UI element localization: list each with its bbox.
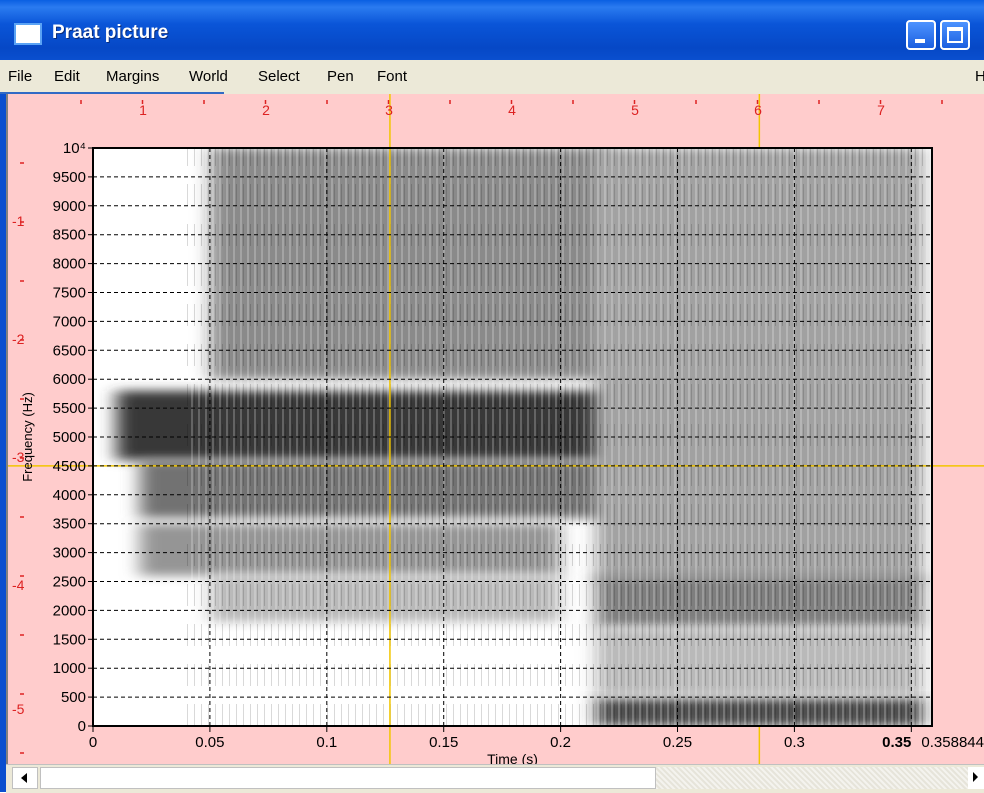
menu-font[interactable]: Font [377,68,408,85]
y-tick-label: 7000 [53,313,86,330]
y-tick-label: 1500 [53,631,86,648]
scroll-thumb[interactable] [40,767,656,789]
x-axis-title: Time (s) [487,751,538,764]
ruler-left-label: -4 [12,577,25,593]
y-tick-label: 5000 [53,429,86,446]
y-tick-label: 3500 [53,516,86,533]
window-title-bar[interactable]: Praat picture [0,0,984,60]
x-tick-label: 0.1 [316,734,337,751]
menu-world[interactable]: World [189,68,228,85]
menu-edit[interactable]: Edit [54,68,80,85]
y-tick-label: 1000 [53,660,86,677]
menu-file[interactable]: File [8,68,33,85]
maximize-button[interactable] [940,20,970,50]
menu-focus-underline [0,92,224,94]
x-tick-label: 0.25 [663,734,692,751]
y-tick-label: 5500 [53,400,86,417]
y-tick-label: 500 [61,689,86,706]
x-tick-label: 0.05 [195,734,224,751]
y-tick-label: 8000 [53,256,86,273]
ruler-left-label: -3 [12,449,25,465]
menu-select[interactable]: Select [258,68,300,85]
scroll-right-arrow-icon [973,772,978,782]
y-tick-label: 9500 [53,169,86,186]
picture-svg[interactable]: 0 0.05 0.1 0.15 0.2 0.25 0.3 0.35 0.358844 Time (… [8,94,984,767]
ruler-top-label: 5 [631,102,639,118]
window-left-frame [0,60,6,792]
x-tick-label: 0.15 [429,734,458,751]
y-tick-label: 7500 [53,285,86,302]
ruler-top-label: 7 [877,102,885,118]
y-tick-label: 2000 [53,602,86,619]
maximize-icon [947,27,963,43]
minimize-button[interactable] [906,20,936,50]
y-tick-label: 9000 [53,198,86,215]
ruler-left-label: -2 [12,331,25,347]
scroll-left-button[interactable] [12,767,38,789]
ruler-top-label: 6 [754,102,762,118]
picture-canvas[interactable]: 0 0.05 0.1 0.15 0.2 0.25 0.3 0.35 0.358844 Time (… [6,94,984,767]
ruler-top-label: 4 [508,102,516,118]
menu-bar: File Edit Margins World Select Pen Font … [0,60,984,94]
scroll-track[interactable] [656,767,968,789]
ruler-top-label: 1 [139,102,147,118]
x-tick-label: 0 [89,734,97,751]
y-tick-label: 2500 [53,574,86,591]
minimize-icon [915,39,925,43]
menu-help[interactable]: H [975,68,984,85]
y-tick-label: 6000 [53,371,86,388]
ruler-top-label: 2 [262,102,270,118]
y-tick-label: 8500 [53,227,86,244]
menu-pen[interactable]: Pen [327,68,354,85]
y-axis-title: Frequency (Hz) [20,392,35,482]
scroll-left-arrow-icon [21,773,27,783]
window-title: Praat picture [52,22,169,43]
x-axis-end-label: 0.358844 [921,734,984,751]
y-tick-label: 10⁴ [63,140,86,157]
ruler-top-label: 3 [385,102,393,118]
y-tick-label: 4000 [53,487,86,504]
y-tick-label: 0 [78,718,86,735]
x-tick-label: 0.3 [784,734,805,751]
scroll-right-button[interactable] [968,767,984,789]
y-tick-label: 6500 [53,342,86,359]
y-tick-label: 4500 [53,458,86,475]
praat-picture-window-icon [14,23,42,45]
ruler-left-label: -1 [12,213,25,229]
ruler-left-label: -5 [12,701,25,717]
menu-margins[interactable]: Margins [106,68,160,85]
x-tick-label: 0.35 [882,734,911,751]
x-tick-label: 0.2 [550,734,571,751]
y-tick-label: 3000 [53,545,86,562]
